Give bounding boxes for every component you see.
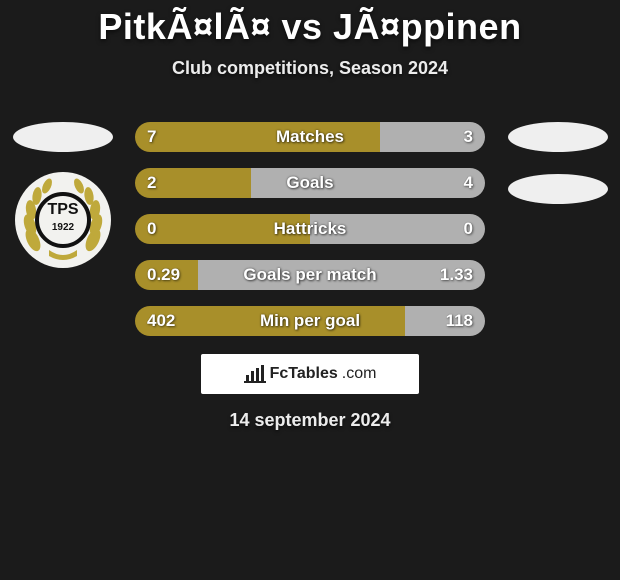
bar-chart-icon: [244, 365, 266, 383]
svg-text:1922: 1922: [51, 222, 74, 233]
stat-label: Matches: [135, 122, 485, 152]
right-club-crest-placeholder: [508, 174, 608, 204]
stat-label: Goals: [135, 168, 485, 198]
right-player-column: [495, 110, 620, 204]
stats-table: 73Matches 24Goals 00Hattricks 0.291.33Goals…: [135, 110, 485, 336]
right-country-flag: [508, 122, 608, 152]
stat-label: Min per goal: [135, 306, 485, 336]
stat-row: 402118Min per goal: [135, 306, 485, 336]
stat-label: Goals per match: [135, 260, 485, 290]
stat-label: Hattricks: [135, 214, 485, 244]
stat-row: 24Goals: [135, 168, 485, 198]
brand-name: FcTables: [270, 365, 338, 383]
page-subtitle: Club competitions, Season 2024: [0, 58, 620, 79]
brand-suffix: .com: [342, 365, 377, 383]
svg-text:TPS: TPS: [47, 201, 78, 218]
brand-badge: FcTables.com: [201, 354, 419, 394]
stat-row: 00Hattricks: [135, 214, 485, 244]
stat-row: 0.291.33Goals per match: [135, 260, 485, 290]
left-country-flag: [13, 122, 113, 152]
snapshot-date: 14 september 2024: [0, 410, 620, 431]
page-title: PitkÃ¤lÃ¤ vs JÃ¤ppinen: [0, 0, 620, 48]
left-player-column: TPS 1922: [0, 110, 125, 270]
infographic-card: PitkÃ¤lÃ¤ vs JÃ¤ppinen Club competitions…: [0, 0, 620, 580]
stat-row: 73Matches: [135, 122, 485, 152]
left-club-crest: TPS 1922: [13, 170, 113, 270]
